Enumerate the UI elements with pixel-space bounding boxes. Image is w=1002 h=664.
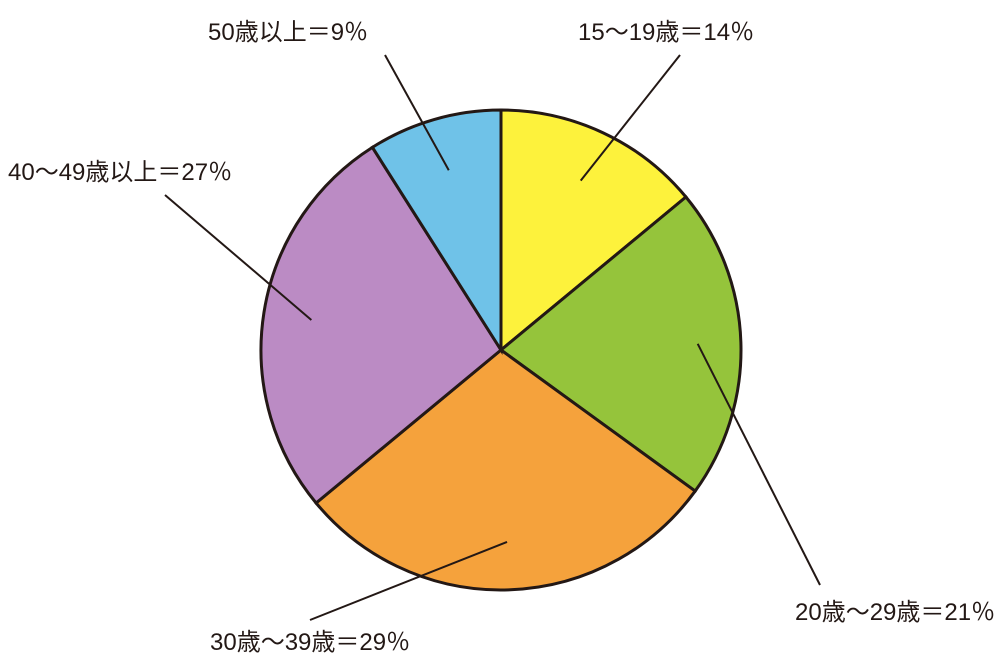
slice-label-age20_29: 20歳～29歳＝21％: [795, 599, 995, 626]
leader-line-age20_29: [698, 344, 820, 585]
slice-label-age15_19: 15～19歳＝14％: [578, 19, 754, 46]
slice-label-age40_49: 40～49歳以上＝27％: [8, 159, 232, 186]
slice-label-age30_39: 30歳～39歳＝29％: [210, 629, 410, 656]
slice-label-age50_up: 50歳以上＝9％: [208, 19, 368, 46]
pie-chart: 15～19歳＝14％ 20歳～29歳＝21％ 30歳～39歳＝29％ 40～49歳以上…: [0, 0, 1002, 664]
